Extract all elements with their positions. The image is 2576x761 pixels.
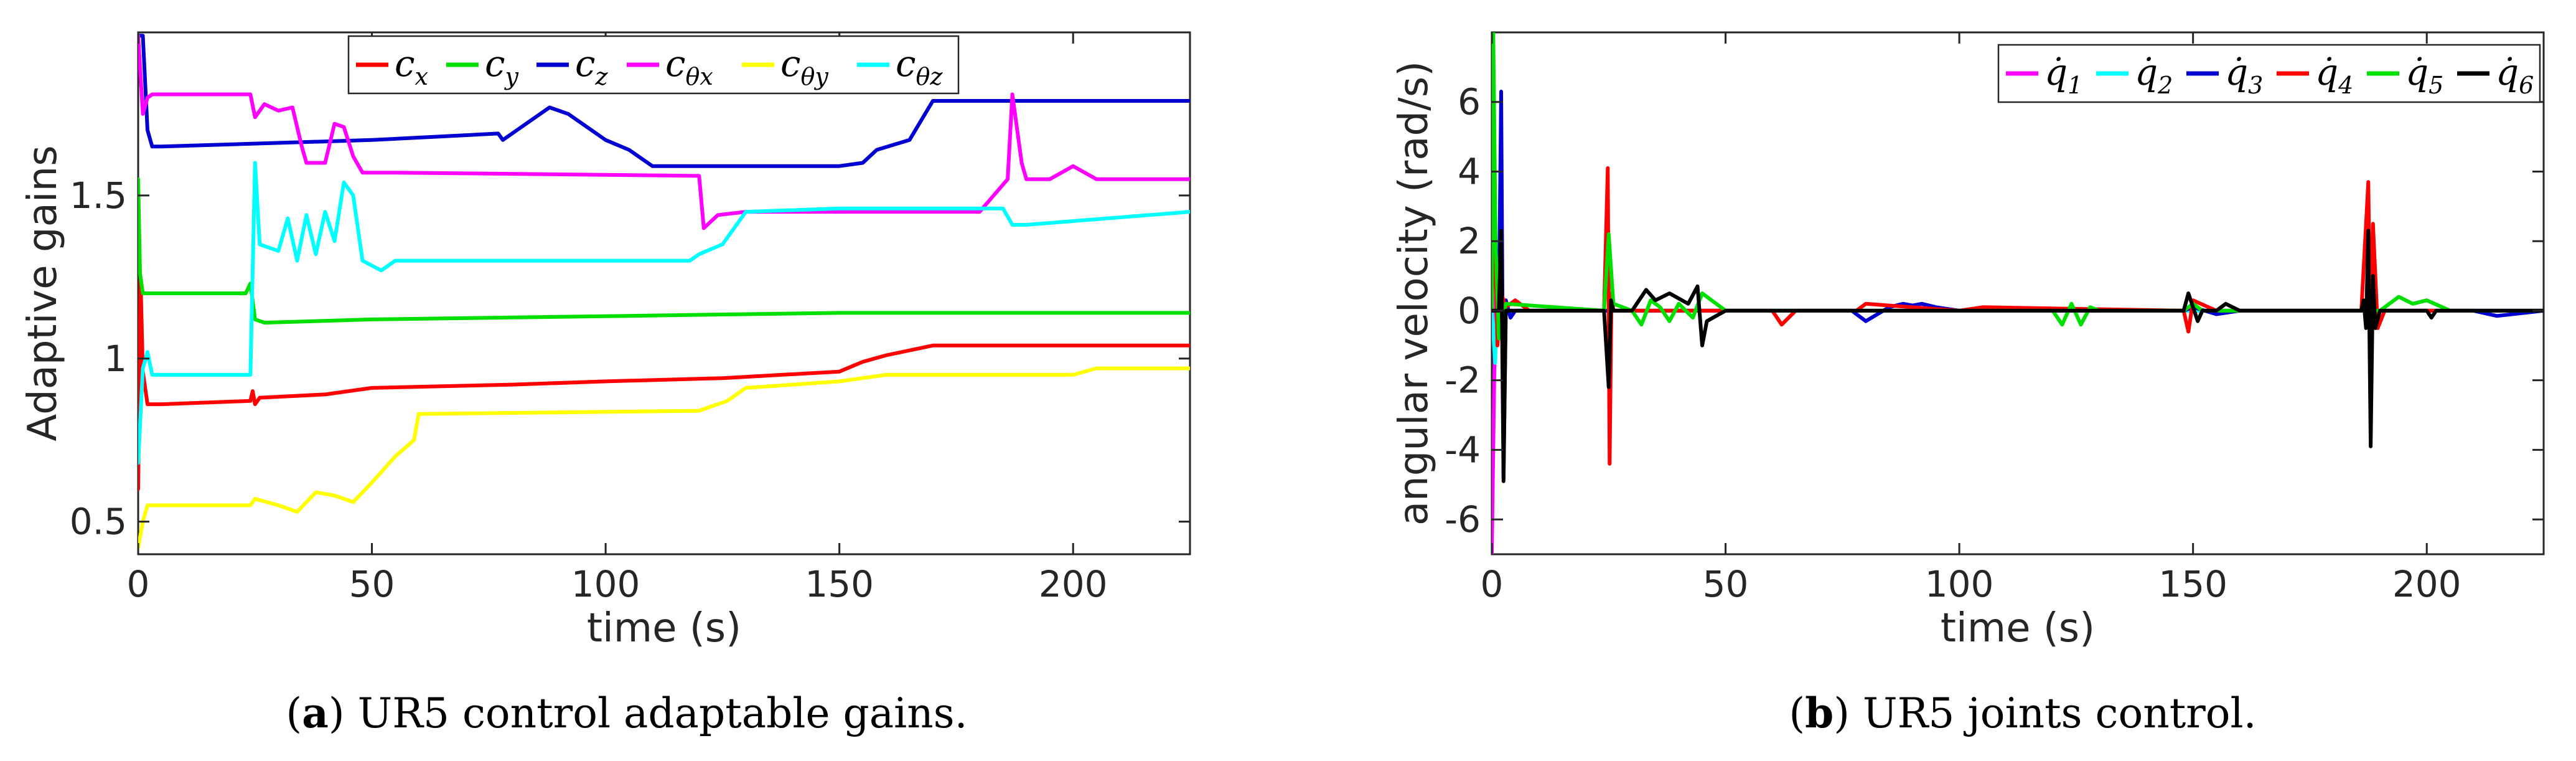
y-axis-label: Adaptive gains [20, 145, 66, 441]
y-tick-label: 0 [1458, 290, 1481, 332]
series-line-4 [138, 366, 1190, 550]
x-axis-label: time (s) [1941, 605, 2095, 651]
figure-caption: (b) UR5 joints control. [1789, 689, 2256, 737]
x-tick-label: 150 [805, 563, 874, 605]
x-tick-label: 50 [1703, 563, 1749, 605]
legend-entry-label: q̇5 [2405, 51, 2443, 99]
y-tick-label: 4 [1458, 150, 1481, 192]
x-tick-label: 0 [1481, 563, 1504, 605]
x-tick-label: 200 [2392, 563, 2461, 605]
legend-box [1997, 44, 2541, 103]
x-axis-label: time (s) [587, 605, 741, 651]
y-tick-label: -4 [1445, 428, 1481, 471]
y-tick-label: 1 [104, 338, 127, 380]
plot-area-frame [137, 31, 1191, 555]
y-tick-label: 1.5 [70, 174, 127, 217]
y-tick-label: 6 [1458, 81, 1481, 123]
series-line-0 [138, 275, 1190, 491]
chart-adaptive-gains: 0 50 100 150 200 0.5 1 1.5 time (s) Adaptive gain… [20, 31, 1191, 737]
series-line-3 [138, 34, 1190, 230]
y-tick-label: 2 [1458, 220, 1481, 262]
chart-joint-velocities: 0 50 100 150 200 -6 -4 -2 0 2 4 6 time (s) angular ve… [1391, 31, 2545, 737]
x-tick-label: 150 [2158, 563, 2227, 605]
y-axis-label: angular velocity (rad/s) [1391, 61, 1437, 526]
legend: cx cy cz cθx cθy cθz [347, 35, 960, 95]
x-tick-label: 100 [1925, 563, 1994, 605]
legend: q̇1 q̇2 q̇3 q̇4 q̇5 q̇6 [1997, 44, 2541, 103]
series-group [138, 34, 1190, 550]
figure-caption: (a) UR5 control adaptable gains. [286, 689, 967, 737]
x-tick-label: 100 [571, 563, 640, 605]
x-tick-label: 200 [1039, 563, 1108, 605]
y-tick-label: -6 [1445, 498, 1481, 541]
series-line-5 [1492, 229, 2544, 483]
x-tick-label: 50 [349, 563, 395, 605]
series-line-2 [138, 34, 1190, 168]
x-tick-label: 0 [127, 563, 150, 605]
y-tick-label: -2 [1445, 359, 1481, 402]
y-tick-label: 0.5 [70, 501, 127, 543]
legend-entry-label: cy [485, 42, 518, 90]
series-line-5 [138, 161, 1190, 465]
